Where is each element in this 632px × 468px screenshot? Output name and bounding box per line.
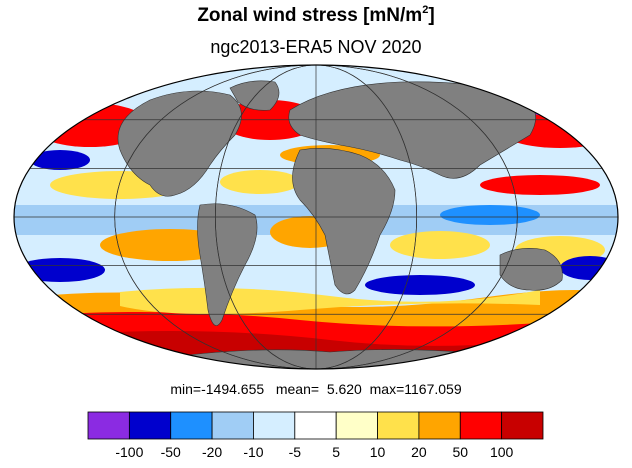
colorbar-tick-label: -100	[115, 444, 144, 460]
colorbar-swatch	[377, 411, 420, 440]
map-title: Zonal wind stress [mN/m2]	[197, 4, 435, 27]
colorbar-swatch	[418, 411, 461, 440]
colorbar-tick-label: 5	[332, 444, 341, 460]
longitude-line	[214, 65, 418, 369]
wind-stress-region	[220, 170, 300, 194]
colorbar-swatch	[294, 411, 337, 440]
map-subtitle: ngc2013-ERA5 NOV 2020	[210, 37, 422, 57]
wind-stress-region	[365, 275, 475, 295]
graticule	[14, 65, 618, 369]
land-north-america	[117, 90, 242, 197]
wind-stress-region	[440, 205, 540, 225]
colorbar-tick-label: -20	[201, 444, 223, 460]
colorbar-tick-label: 10	[369, 444, 386, 460]
colorbar-tick-label: -50	[160, 444, 181, 460]
land-australia	[499, 248, 563, 291]
statistics-line: min=-1494.655 mean= 5.620 max=1167.059	[170, 381, 462, 397]
land-south-america	[197, 203, 258, 326]
land-masses	[117, 80, 563, 369]
colorbar-tick-label: -10	[243, 444, 264, 460]
wind-stress-region	[480, 175, 600, 195]
land-greenland	[229, 80, 280, 111]
colorbar-swatch	[253, 411, 296, 440]
colorbar-tick-label: -5	[288, 444, 302, 460]
land-africa	[292, 148, 396, 295]
land-eurasia	[288, 81, 536, 179]
globe-outline	[13, 64, 619, 370]
colorbar-tick-label: 50	[452, 444, 469, 460]
wind-stress-region	[390, 231, 490, 259]
colorbar-swatch	[501, 411, 544, 440]
longitude-line	[114, 65, 518, 369]
colorbar-swatch	[335, 411, 378, 440]
colorbar-swatch	[170, 411, 213, 440]
colorbar-tick-label: 20	[411, 444, 427, 460]
colorbar-swatch	[459, 411, 503, 440]
colorbar-swatch	[211, 411, 254, 440]
colorbar-swatch	[128, 411, 172, 440]
colorbar-tick-label: 100	[489, 444, 514, 460]
colorbar-swatch	[87, 411, 130, 440]
wind-stress-region	[30, 150, 90, 170]
